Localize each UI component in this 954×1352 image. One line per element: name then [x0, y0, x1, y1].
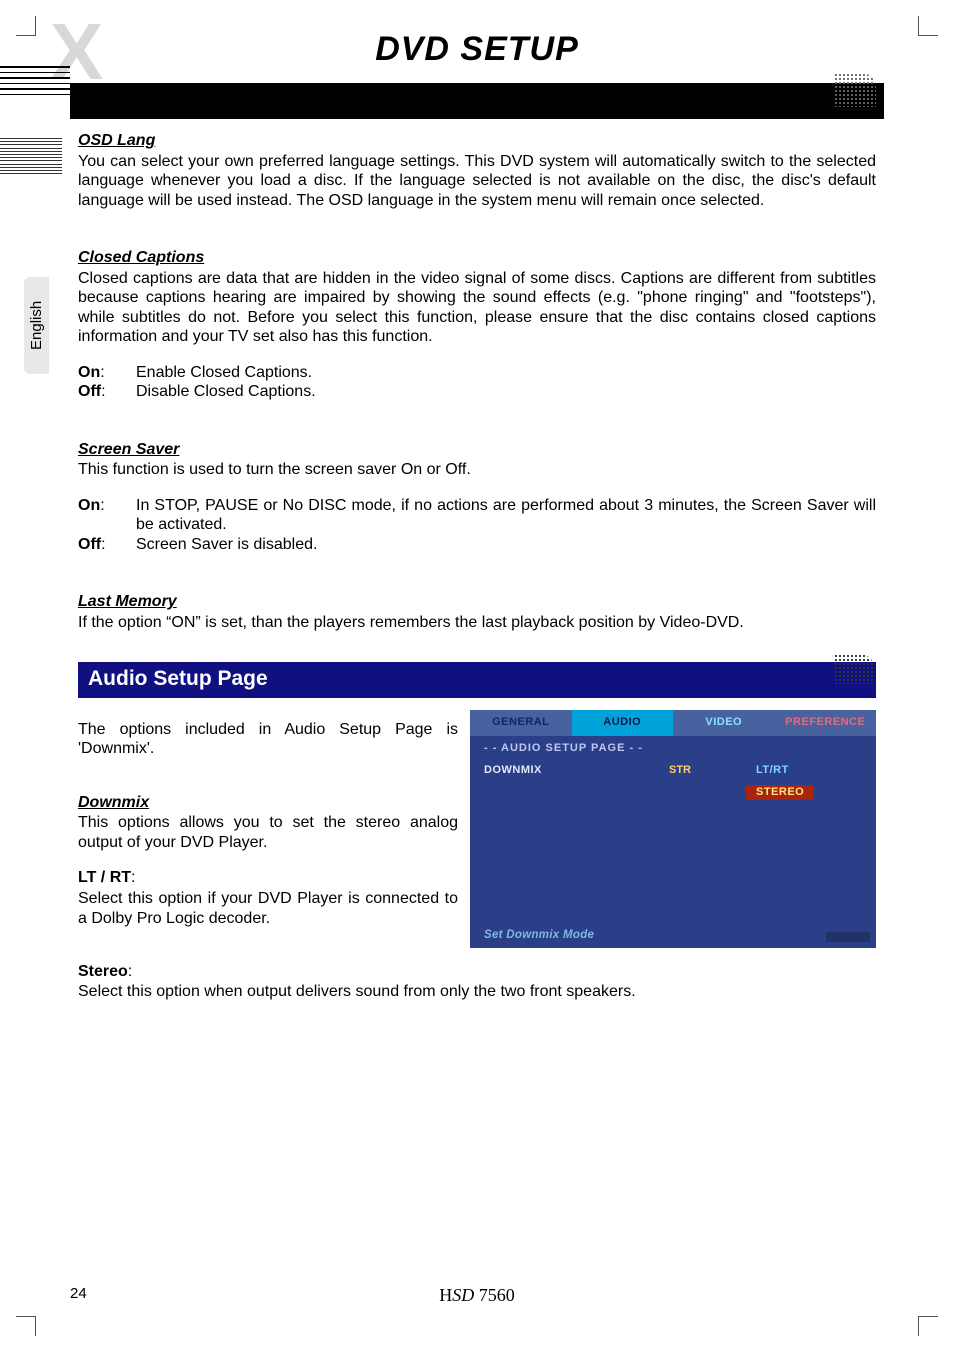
label-on-ss: On	[78, 497, 100, 514]
osd-row-stereo: STEREO	[470, 781, 876, 803]
header-black-bar	[70, 83, 884, 119]
osd-footer-block	[826, 932, 870, 942]
decor-dot-grid-icon	[834, 654, 874, 684]
osd-page-heading: - - AUDIO SETUP PAGE - -	[484, 742, 876, 755]
row-cc-on: On: Enable Closed Captions.	[78, 363, 876, 383]
text-downmix: This options allows you to set the stere…	[78, 813, 458, 852]
osd-row-downmix: DOWNMIX STR LT/RT	[470, 759, 876, 781]
heading-closed-captions: Closed Captions	[78, 248, 876, 268]
text-stereo: Select this option when output delivers …	[78, 982, 876, 1002]
crop-mark-bl	[16, 1316, 36, 1336]
crop-mark-br	[918, 1316, 938, 1336]
heading-osd-lang: OSD Lang	[78, 131, 876, 151]
text-ltrt: Select this option if your DVD Player is…	[78, 889, 458, 928]
heading-last-memory: Last Memory	[78, 592, 876, 612]
decor-lines-thin	[0, 138, 62, 176]
osd-tab-audio: AUDIO	[572, 710, 674, 736]
bar-audio-setup: Audio Setup Page	[78, 662, 876, 698]
osd-tab-preference: PREFERENCE	[775, 710, 877, 736]
heading-screen-saver: Screen Saver	[78, 440, 876, 460]
osd-option-ltrt: LT/RT	[746, 763, 799, 778]
row-cc-off: Off: Disable Closed Captions.	[78, 382, 876, 402]
text-osd-lang: You can select your own preferred langua…	[78, 152, 876, 211]
text-closed-captions: Closed captions are data that are hidden…	[78, 269, 876, 347]
row-ss-on: On: In STOP, PAUSE or No DISC mode, if n…	[78, 496, 876, 535]
page-title: DVD SETUP	[70, 30, 884, 69]
label-off: Off	[78, 383, 101, 400]
osd-screenshot: GENERAL AUDIO VIDEO PREFERENCE - - AUDIO…	[470, 710, 876, 948]
text-last-memory: If the option “ON” is set, than the play…	[78, 613, 876, 633]
model-number: HSD 7560	[439, 1285, 515, 1306]
text-ss-off: Screen Saver is disabled.	[136, 535, 876, 555]
text-cc-off: Disable Closed Captions.	[136, 382, 876, 402]
text-audio-intro: The options included in Audio Setup Page…	[78, 720, 458, 759]
heading-downmix: Downmix	[78, 793, 458, 813]
osd-footer-text: Set Downmix Mode	[484, 928, 594, 942]
osd-row-value: STR	[620, 764, 740, 777]
osd-tab-video: VIDEO	[673, 710, 775, 736]
label-off-ss: Off	[78, 536, 101, 553]
bar-audio-setup-label: Audio Setup Page	[88, 667, 268, 690]
label-on: On	[78, 364, 100, 381]
osd-tab-general: GENERAL	[470, 710, 572, 736]
decor-dot-grid-icon	[834, 73, 876, 107]
text-screen-saver: This function is used to turn the screen…	[78, 460, 876, 480]
label-stereo: Stereo	[78, 963, 128, 980]
decor-lines-top	[0, 66, 70, 99]
label-ltrt: LT / RT	[78, 869, 131, 886]
page-number: 24	[70, 1285, 87, 1302]
osd-row-label: DOWNMIX	[470, 764, 620, 777]
row-ss-off: Off: Screen Saver is disabled.	[78, 535, 876, 555]
text-ss-on: In STOP, PAUSE or No DISC mode, if no ac…	[136, 496, 876, 535]
osd-option-stereo-selected: STEREO	[746, 785, 814, 800]
text-cc-on: Enable Closed Captions.	[136, 363, 876, 383]
